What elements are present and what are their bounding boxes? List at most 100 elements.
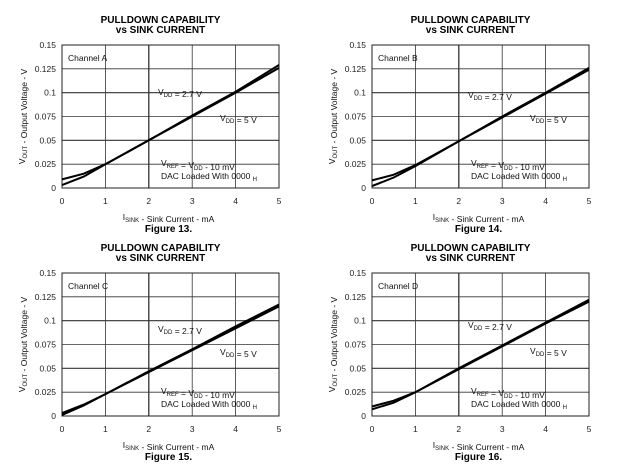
label-vdd-5v: VDD = 5 V <box>530 113 567 125</box>
series-line-vdd-5v <box>371 67 590 188</box>
subscript: DD <box>164 330 173 336</box>
y-tick-label: 0.1 <box>354 88 366 98</box>
subscript: DD <box>226 119 235 125</box>
text-part: V <box>158 87 164 97</box>
x-tick-label: 3 <box>500 196 505 206</box>
series-line-vdd-5v <box>61 303 280 416</box>
y-tick-label: 0 <box>51 183 56 193</box>
text-part: - 10 mV <box>513 390 545 400</box>
figure-caption: Figure 15. <box>145 452 192 463</box>
y-tick-label: 0.05 <box>349 135 366 145</box>
text-part: - 10 mV <box>203 390 235 400</box>
x-tick-label: 5 <box>587 196 592 206</box>
y-axis-label: VOUT - Output Voltage - V <box>17 296 29 392</box>
y-tick-label: 0.05 <box>39 135 56 145</box>
text-part: = 2.7 V <box>482 92 512 102</box>
x-tick-label: 1 <box>103 196 108 206</box>
text-part: I <box>123 212 125 222</box>
text-part: V <box>158 324 164 334</box>
label-vdd-2-7v: VDD = 2.7 V <box>468 320 512 332</box>
x-tick-label: 0 <box>370 424 375 434</box>
text-part: DAC Loaded With 0000 <box>161 171 253 181</box>
label-vdd-2-7v: VDD = 2.7 V <box>158 324 202 336</box>
chart-title: PULLDOWN CAPABILITY <box>411 243 531 254</box>
y-tick-label: 0.125 <box>35 64 57 74</box>
text-part: = 5 V <box>544 348 567 358</box>
x-tick-label: 0 <box>60 424 65 434</box>
subscript: SINK <box>125 218 139 224</box>
subscript: OUT <box>333 146 339 159</box>
text-part: V <box>471 158 477 168</box>
text-part: V <box>327 158 337 164</box>
text-part: = 5 V <box>544 115 567 125</box>
subscript: H <box>563 177 567 183</box>
x-tick-label: 4 <box>233 196 238 206</box>
x-tick-label: 1 <box>103 424 108 434</box>
subscript: DD <box>504 394 513 400</box>
chart-title: vs SINK CURRENT <box>426 25 515 36</box>
subscript: DD <box>474 326 483 332</box>
text-part: V <box>530 113 536 123</box>
x-tick-label: 1 <box>413 196 418 206</box>
y-tick-label: 0.075 <box>35 112 57 122</box>
series-line-vdd-5v <box>371 298 590 411</box>
y-tick-label: 0.15 <box>349 268 366 278</box>
subscript: REF <box>167 392 179 398</box>
y-tick-label: 0.05 <box>349 363 366 373</box>
subscript: REF <box>477 164 489 170</box>
text-part: - Output Voltage - V <box>19 68 29 145</box>
x-tick-label: 5 <box>277 196 282 206</box>
text-part: V <box>161 158 167 168</box>
figure-caption: Figure 14. <box>455 224 502 235</box>
text-part: V <box>220 113 226 123</box>
plot-frame <box>61 44 280 189</box>
x-tick-label: 5 <box>277 424 282 434</box>
subscript: H <box>563 405 567 411</box>
label-vdd-5v: VDD = 5 V <box>220 347 257 359</box>
subscript: DD <box>194 166 203 172</box>
figure-caption: Figure 13. <box>145 224 192 235</box>
subscript: REF <box>167 164 179 170</box>
text-part: = 2.7 V <box>482 322 512 332</box>
y-tick-label: 0.15 <box>39 268 56 278</box>
text-part: V <box>530 346 536 356</box>
y-tick-label: 0.05 <box>39 363 56 373</box>
chart-title: vs SINK CURRENT <box>116 253 205 264</box>
chart-title: PULLDOWN CAPABILITY <box>101 15 221 26</box>
text-part: V <box>17 158 27 164</box>
text-part: - Sink Current - mA <box>449 214 524 224</box>
text-part: - 10 mV <box>513 162 545 172</box>
label-dac-loaded: DAC Loaded With 0000 H <box>471 171 567 183</box>
text-part: = V <box>179 160 195 170</box>
label-dac-loaded: DAC Loaded With 0000 H <box>161 171 257 183</box>
x-tick-label: 3 <box>500 424 505 434</box>
subscript: OUT <box>23 146 29 159</box>
x-tick-label: 4 <box>543 196 548 206</box>
text-part: I <box>433 440 435 450</box>
subscript: DD <box>226 353 235 359</box>
y-tick-label: 0.1 <box>44 316 56 326</box>
y-tick-label: 0.075 <box>345 340 367 350</box>
subscript: DD <box>194 394 203 400</box>
text-part: DAC Loaded With 0000 <box>471 171 563 181</box>
text-part: - Output Voltage - V <box>19 296 29 373</box>
x-tick-label: 0 <box>370 196 375 206</box>
x-tick-label: 0 <box>60 196 65 206</box>
text-part: - Sink Current - mA <box>139 214 214 224</box>
x-axis-label: ISINK - Sink Current - mA <box>123 440 215 452</box>
x-tick-label: 2 <box>146 196 151 206</box>
text-part: - Output Voltage - V <box>329 296 339 373</box>
y-tick-label: 0 <box>361 411 366 421</box>
y-tick-label: 0.025 <box>345 159 367 169</box>
y-tick-label: 0.15 <box>349 40 366 50</box>
text-part: = 2.7 V <box>172 89 202 99</box>
y-tick-label: 0.125 <box>345 292 367 302</box>
text-part: I <box>123 440 125 450</box>
label-vref: VREF = VDD - 10 mV <box>161 386 235 400</box>
subscript: SINK <box>125 446 139 452</box>
subscript: SINK <box>435 218 449 224</box>
text-part: = V <box>489 388 505 398</box>
subscript: DD <box>164 93 173 99</box>
